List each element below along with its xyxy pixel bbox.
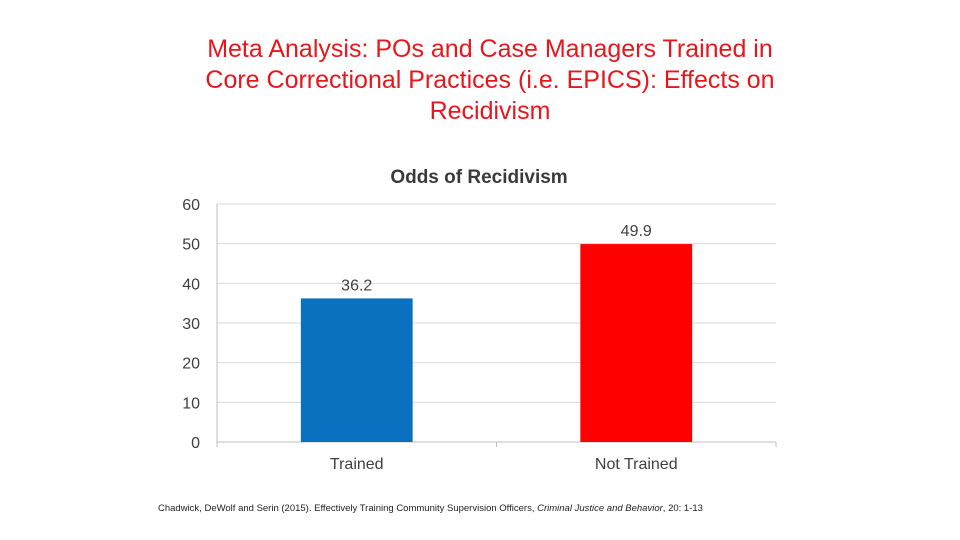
y-axis: 0 10 20 30 40 50 60 [182, 197, 777, 452]
y-tick-label: 30 [182, 316, 200, 333]
category-label: Not Trained [595, 456, 678, 473]
bars [300, 244, 693, 442]
slide-title-line-2: Core Correctional Practices (i.e. EPICS)… [205, 66, 775, 94]
data-label: 49.9 [621, 223, 652, 240]
x-axis: Trained Not Trained [330, 456, 678, 473]
chart-title: Odds of Recidivism [390, 167, 567, 188]
citation: Chadwick, DeWolf and Serin (2015). Effec… [158, 503, 703, 514]
slide-title-line-3: Recidivism [429, 97, 551, 125]
y-tick-label: 0 [191, 435, 200, 452]
y-tick-label: 60 [182, 197, 200, 214]
data-labels: 36.2 49.9 [341, 223, 652, 294]
citation-pages: 20: 1-13 [668, 503, 703, 514]
y-tick-label: 10 [182, 395, 200, 412]
slide-title: Meta Analysis: POs and Case Managers Tra… [120, 34, 860, 127]
citation-separator: , [662, 503, 669, 514]
category-label: Trained [330, 456, 384, 473]
y-tick-label: 40 [182, 276, 200, 293]
y-tick-label: 20 [182, 356, 200, 373]
bar-not-trained [580, 244, 693, 442]
slide-title-line-1: Meta Analysis: POs and Case Managers Tra… [207, 35, 773, 63]
bar-trained [300, 298, 413, 442]
citation-authors: Chadwick, DeWolf and Serin (2015). Effec… [158, 503, 535, 514]
y-tick-label: 50 [182, 237, 200, 254]
data-label: 36.2 [341, 277, 372, 294]
citation-journal: Criminal Justice and Behavior [537, 503, 663, 514]
